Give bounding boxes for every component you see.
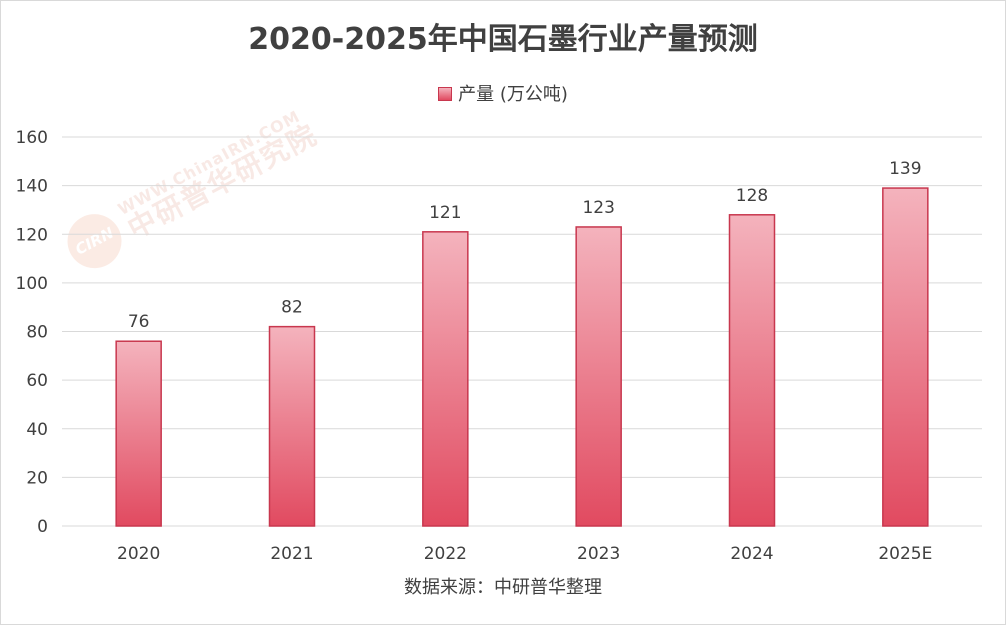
legend-label: 产量 (万公吨) [458, 84, 568, 105]
y-tick-label: 20 [26, 468, 48, 488]
bar [422, 231, 469, 527]
bar [115, 340, 162, 527]
data-label: 76 [128, 312, 150, 332]
data-labels: 76 82 121 123 128 139 [128, 159, 922, 332]
gridlines [62, 136, 982, 527]
x-tick-label: 2021 [270, 544, 313, 564]
y-tick-label: 140 [16, 177, 48, 197]
x-tick-label: 2023 [577, 544, 620, 564]
y-tick-label: 80 [26, 323, 48, 343]
source-note: 数据来源：中研普华整理 [404, 577, 602, 598]
data-label: 82 [281, 298, 303, 318]
legend: 产量 (万公吨) [0, 80, 1006, 106]
y-tick-label: 120 [16, 225, 48, 245]
y-tick-label: 0 [37, 517, 48, 537]
data-label: 123 [582, 198, 614, 218]
y-tick-label: 40 [26, 420, 48, 440]
x-tick-label: 2025E [878, 544, 932, 564]
y-tick-label: 60 [26, 371, 48, 391]
x-axis-ticks: 2020 2021 2022 2023 2024 2025E [117, 544, 932, 564]
x-tick-label: 2022 [424, 544, 467, 564]
bar [268, 325, 316, 527]
y-tick-label: 100 [16, 274, 48, 294]
data-label: 128 [736, 186, 768, 206]
x-tick-label: 2020 [117, 544, 160, 564]
chart-title: 2020-2025年中国石墨行业产量预测 [248, 22, 758, 57]
legend-swatch [438, 87, 453, 101]
y-axis-ticks: 0 20 40 60 80 100 120 140 160 [16, 128, 48, 537]
y-tick-label: 160 [16, 128, 48, 148]
data-label: 121 [429, 203, 461, 223]
x-tick-label: 2024 [730, 544, 773, 564]
bar [728, 214, 776, 527]
bar [575, 226, 622, 527]
data-label: 139 [889, 159, 921, 179]
bars [115, 187, 929, 527]
bar [882, 187, 929, 527]
